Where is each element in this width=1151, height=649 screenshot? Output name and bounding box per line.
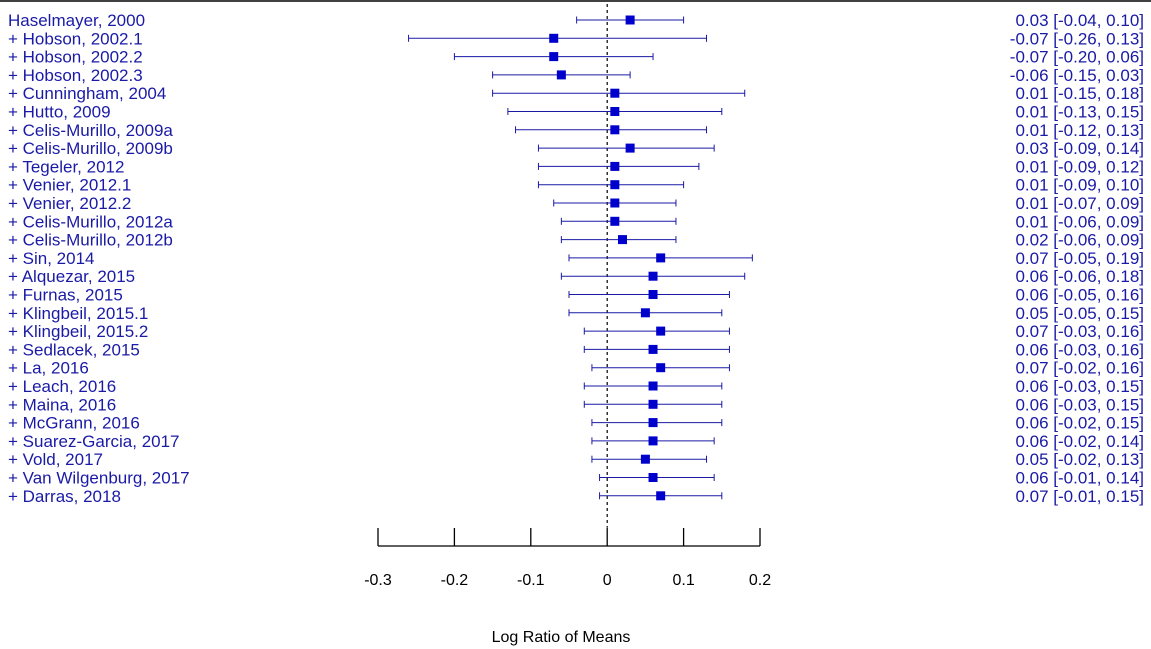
ci-text: -0.07 [-0.20, 0.06]	[1010, 48, 1144, 67]
ci-text: 0.01 [-0.15, 0.18]	[1015, 84, 1144, 103]
point-estimate	[610, 107, 620, 116]
ci-text: 0.06 [-0.03, 0.15]	[1015, 377, 1144, 396]
study-label: + Celis-Murillo, 2009b	[8, 139, 173, 158]
ci-text: 0.05 [-0.05, 0.15]	[1015, 304, 1144, 323]
point-estimate	[625, 143, 635, 153]
point-estimate	[648, 271, 658, 281]
confidence-interval-layer	[408, 16, 753, 500]
study-label-layer: Haselmayer, 2000+ Hobson, 2002.1+ Hobson…	[8, 11, 190, 506]
x-tick-label: -0.1	[517, 572, 545, 589]
point-estimate	[656, 253, 666, 263]
study-label: + Cunningham, 2004	[8, 84, 166, 103]
ci-text: 0.05 [-0.02, 0.13]	[1015, 450, 1144, 469]
study-label: + Hutto, 2009	[8, 103, 111, 122]
ci-text-layer: 0.03 [-0.04, 0.10]-0.07 [-0.26, 0.13]-0.…	[1010, 11, 1144, 506]
point-estimate	[648, 290, 658, 299]
study-label: + Klingbeil, 2015.2	[8, 322, 148, 341]
study-label: + Van Wilgenburg, 2017	[8, 469, 190, 488]
x-tick-label: 0.1	[672, 572, 694, 589]
ci-text: 0.06 [-0.03, 0.15]	[1015, 395, 1144, 414]
ci-text: 0.06 [-0.02, 0.15]	[1015, 414, 1144, 433]
ci-text: 0.01 [-0.13, 0.15]	[1015, 103, 1144, 122]
study-label: + Celis-Murillo, 2009a	[8, 121, 173, 140]
point-estimate	[640, 454, 650, 464]
study-label: + Tegeler, 2012	[8, 157, 124, 176]
study-label: Haselmayer, 2000	[8, 11, 145, 30]
study-label: + Darras, 2018	[8, 487, 121, 506]
study-label: + Klingbeil, 2015.1	[8, 304, 148, 323]
x-axis: -0.3 -0.2 -0.1 0 0.1 0.2	[364, 528, 771, 589]
point-estimate-layer	[549, 15, 666, 501]
x-tick-label: -0.2	[441, 572, 469, 589]
x-axis-title: Log Ratio of Means	[492, 629, 631, 646]
ci-text: 0.01 [-0.06, 0.09]	[1015, 212, 1144, 231]
point-estimate	[549, 52, 559, 62]
point-estimate	[648, 381, 658, 391]
point-estimate	[640, 308, 650, 318]
study-label: + Celis-Murillo, 2012b	[8, 231, 173, 250]
study-label: + Leach, 2016	[8, 377, 116, 396]
study-label: + La, 2016	[8, 359, 89, 378]
point-estimate	[625, 15, 635, 25]
study-label: + Vold, 2017	[8, 450, 103, 469]
ci-text: 0.07 [-0.03, 0.16]	[1015, 322, 1144, 341]
ci-text: 0.06 [-0.02, 0.14]	[1015, 432, 1144, 451]
point-estimate	[617, 235, 627, 245]
point-estimate	[648, 399, 658, 409]
ci-text: -0.06 [-0.15, 0.03]	[1010, 66, 1144, 85]
ci-text: 0.07 [-0.05, 0.19]	[1015, 249, 1144, 268]
point-estimate	[656, 363, 666, 373]
ci-text: 0.01 [-0.07, 0.09]	[1015, 194, 1144, 213]
x-tick-label: 0.2	[749, 572, 771, 589]
ci-text: 0.06 [-0.06, 0.18]	[1015, 267, 1144, 286]
x-tick-label: -0.3	[364, 572, 392, 589]
ci-text: 0.06 [-0.05, 0.16]	[1015, 286, 1144, 305]
point-estimate	[610, 88, 620, 98]
ci-text: 0.03 [-0.09, 0.14]	[1015, 139, 1144, 158]
study-label: + Alquezar, 2015	[8, 267, 135, 286]
study-label: + Venier, 2012.2	[8, 194, 131, 213]
point-estimate	[656, 491, 666, 501]
point-estimate	[610, 161, 620, 171]
ci-text: 0.01 [-0.09, 0.10]	[1015, 176, 1144, 195]
point-estimate	[610, 198, 620, 208]
ci-text: 0.06 [-0.01, 0.14]	[1015, 469, 1144, 488]
study-label: + Sin, 2014	[8, 249, 95, 268]
ci-text: 0.01 [-0.09, 0.12]	[1015, 157, 1144, 176]
ci-text: -0.07 [-0.26, 0.13]	[1010, 29, 1144, 48]
ci-text: 0.07 [-0.01, 0.15]	[1015, 487, 1144, 506]
study-label: + Furnas, 2015	[8, 286, 123, 305]
study-label: + Hobson, 2002.2	[8, 48, 143, 67]
point-estimate	[556, 70, 566, 80]
ci-text: 0.06 [-0.03, 0.16]	[1015, 340, 1144, 359]
point-estimate	[648, 436, 658, 446]
point-estimate	[648, 344, 658, 354]
ci-text: 0.03 [-0.04, 0.10]	[1015, 11, 1144, 30]
study-label: + Maina, 2016	[8, 395, 116, 414]
point-estimate	[610, 125, 620, 135]
study-label: + Suarez-Garcia, 2017	[8, 432, 180, 451]
study-label: + Celis-Murillo, 2012a	[8, 212, 173, 231]
ci-text: 0.02 [-0.06, 0.09]	[1015, 231, 1144, 250]
x-tick-label: 0	[603, 572, 612, 589]
study-label: + Venier, 2012.1	[8, 176, 131, 195]
point-estimate	[656, 326, 666, 336]
study-label: + Hobson, 2002.3	[8, 66, 143, 85]
ci-text: 0.01 [-0.12, 0.13]	[1015, 121, 1144, 140]
point-estimate	[648, 473, 658, 482]
study-label: + Hobson, 2002.1	[8, 29, 143, 48]
point-estimate	[648, 418, 658, 428]
ci-text: 0.07 [-0.02, 0.16]	[1015, 359, 1144, 378]
point-estimate	[610, 216, 620, 226]
point-estimate	[549, 33, 559, 43]
study-label: + McGrann, 2016	[8, 414, 140, 433]
point-estimate	[610, 180, 620, 190]
study-label: + Sedlacek, 2015	[8, 340, 140, 359]
